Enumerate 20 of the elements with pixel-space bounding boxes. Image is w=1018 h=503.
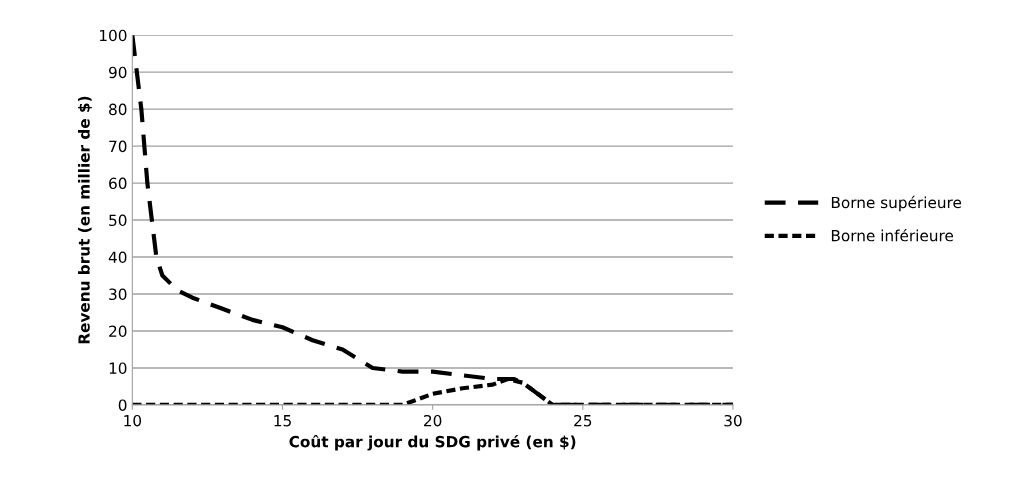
y-tick-label: 50 [109,214,127,227]
x-tick-label: 20 [424,414,442,427]
x-tick-label: 30 [724,414,742,427]
y-tick-label: 40 [108,251,127,264]
y-axis-title: Revenu brut (en millier de $) [77,96,92,344]
legend-label: Borne supérieure [831,195,962,212]
legend-label: Borne inférieure [831,228,954,242]
x-axis-title: Coût par jour du SDG privé (en $) [289,434,576,451]
x-tick-label: 15 [274,415,291,427]
y-tick-label: 70 [109,140,127,153]
y-tick-label: 60 [109,177,127,190]
y-tick-label: 80 [109,103,127,116]
y-tick-label: 0 [118,399,127,411]
y-tick-label: 10 [109,362,127,374]
y-tick-label: 100 [100,29,127,42]
x-tick-label: 25 [574,414,592,427]
y-tick-label: 20 [109,325,127,337]
y-tick-label: 30 [109,288,127,301]
y-tick-label: 90 [109,66,127,79]
x-tick-label: 10 [124,414,142,427]
